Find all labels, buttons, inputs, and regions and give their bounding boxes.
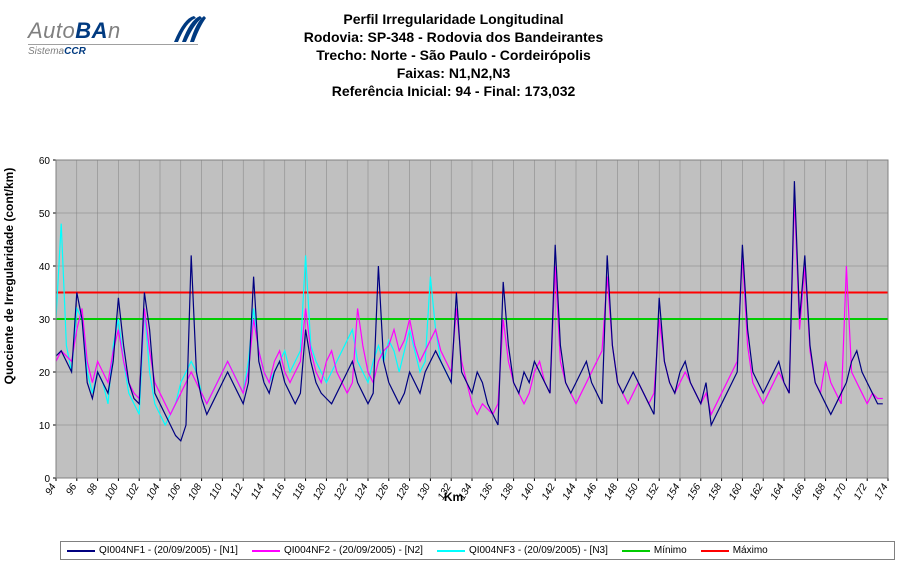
chart-title: Perfil Irregularidade Longitudinal Rodov… (0, 10, 907, 100)
legend-label: QI004NF2 - (20/09/2005) - [N2] (284, 545, 423, 556)
svg-text:152: 152 (644, 482, 662, 502)
legend-swatch (252, 550, 280, 552)
svg-text:10: 10 (39, 421, 51, 432)
legend-label: Máximo (733, 545, 768, 556)
legend-item: QI004NF2 - (20/09/2005) - [N2] (252, 545, 423, 556)
legend-swatch (622, 550, 650, 552)
svg-text:120: 120 (311, 482, 329, 502)
legend-label: Mínimo (654, 545, 687, 556)
svg-text:168: 168 (810, 482, 828, 502)
svg-text:122: 122 (332, 482, 350, 502)
legend-swatch (437, 550, 465, 552)
legend-label: QI004NF3 - (20/09/2005) - [N3] (469, 545, 608, 556)
svg-text:150: 150 (623, 482, 641, 502)
title-line-4: Referência Inicial: 94 - Final: 173,032 (0, 82, 907, 100)
svg-text:174: 174 (873, 482, 891, 502)
svg-text:116: 116 (270, 482, 288, 502)
svg-text:40: 40 (39, 262, 51, 273)
legend-item: QI004NF3 - (20/09/2005) - [N3] (437, 545, 608, 556)
svg-text:146: 146 (582, 482, 600, 502)
svg-text:142: 142 (540, 482, 558, 502)
svg-text:102: 102 (124, 482, 142, 502)
svg-text:118: 118 (291, 482, 309, 502)
legend-label: QI004NF1 - (20/09/2005) - [N1] (99, 545, 238, 556)
legend-item: QI004NF1 - (20/09/2005) - [N1] (67, 545, 238, 556)
svg-text:134: 134 (457, 482, 475, 502)
svg-text:110: 110 (207, 482, 225, 502)
svg-text:106: 106 (166, 482, 184, 502)
legend-swatch (701, 550, 729, 552)
svg-text:100: 100 (103, 482, 121, 502)
svg-text:144: 144 (561, 482, 579, 502)
svg-text:104: 104 (145, 482, 163, 502)
title-line-2: Trecho: Norte - São Paulo - Cordeirópoli… (0, 46, 907, 64)
svg-text:138: 138 (498, 482, 516, 502)
svg-text:172: 172 (852, 482, 870, 502)
chart-legend: QI004NF1 - (20/09/2005) - [N1] QI004NF2 -… (60, 541, 895, 560)
legend-swatch (67, 550, 95, 552)
title-line-1: Rodovia: SP-348 - Rodovia dos Bandeirant… (0, 28, 907, 46)
svg-text:50: 50 (39, 209, 51, 220)
svg-text:96: 96 (64, 482, 79, 498)
svg-text:170: 170 (831, 482, 849, 502)
svg-text:128: 128 (394, 482, 412, 502)
svg-text:124: 124 (353, 482, 371, 502)
svg-text:30: 30 (39, 315, 51, 326)
svg-text:158: 158 (706, 482, 724, 502)
svg-text:108: 108 (186, 482, 204, 502)
line-chart: 0102030405060949698100102104106108110112… (8, 120, 898, 560)
svg-text:156: 156 (686, 482, 704, 502)
svg-text:136: 136 (478, 482, 496, 502)
svg-text:130: 130 (415, 482, 433, 502)
svg-text:160: 160 (727, 482, 745, 502)
svg-text:148: 148 (602, 482, 620, 502)
legend-item: Máximo (701, 545, 768, 556)
svg-text:126: 126 (374, 482, 392, 502)
svg-text:140: 140 (519, 482, 537, 502)
legend-item: Mínimo (622, 545, 687, 556)
svg-text:154: 154 (665, 482, 683, 502)
svg-text:164: 164 (769, 482, 787, 502)
svg-text:112: 112 (228, 482, 246, 502)
title-line-3: Faixas: N1,N2,N3 (0, 64, 907, 82)
svg-text:20: 20 (39, 368, 51, 379)
svg-text:114: 114 (249, 482, 267, 502)
svg-text:132: 132 (436, 482, 454, 502)
svg-text:98: 98 (85, 482, 100, 498)
svg-text:166: 166 (790, 482, 808, 502)
svg-text:60: 60 (39, 156, 51, 167)
title-line-0: Perfil Irregularidade Longitudinal (0, 10, 907, 28)
svg-text:162: 162 (748, 482, 766, 502)
